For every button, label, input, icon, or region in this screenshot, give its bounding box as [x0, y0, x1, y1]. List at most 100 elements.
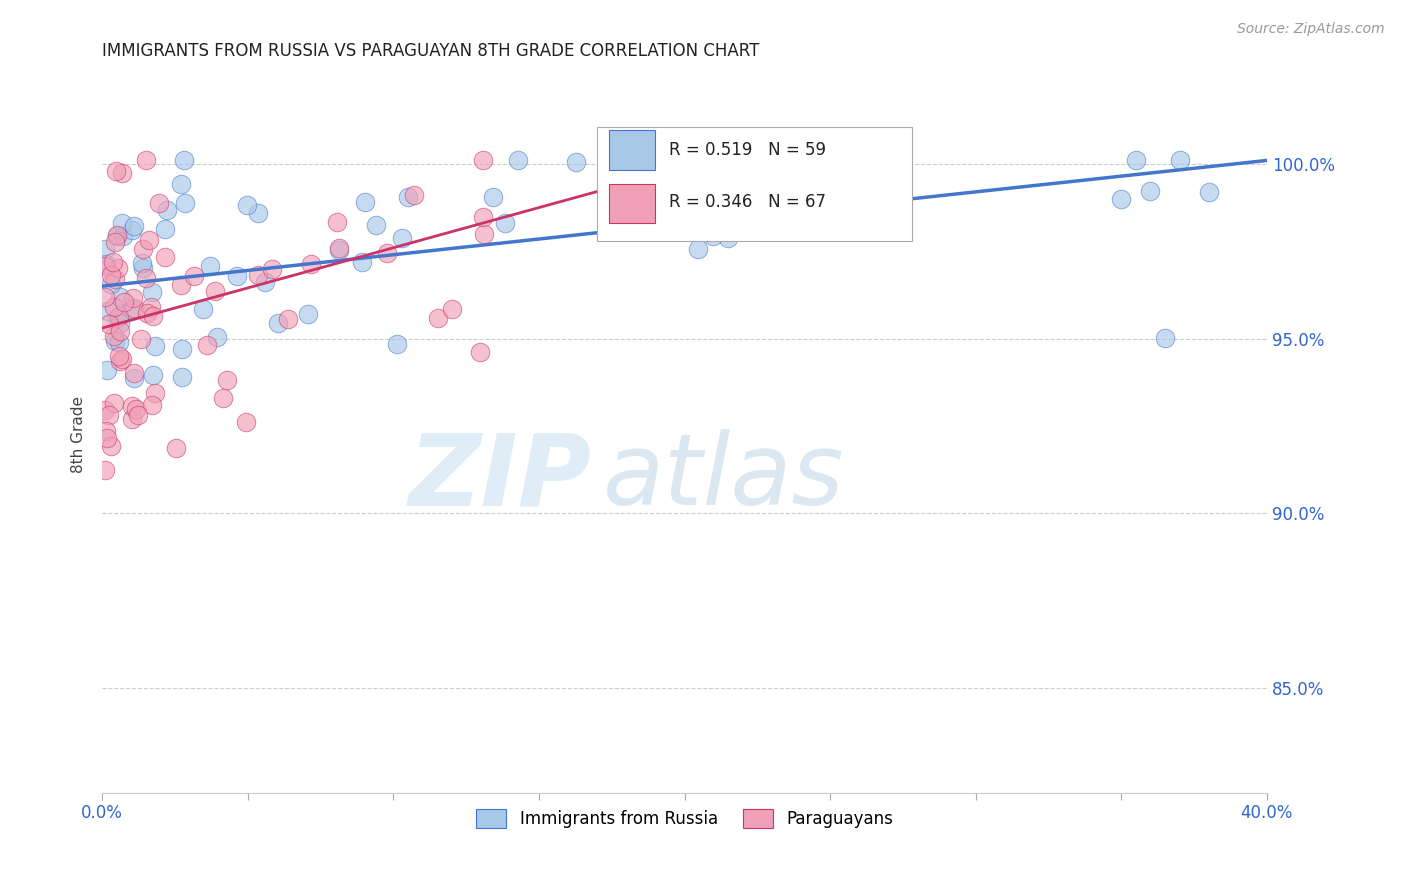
Point [686, 242, 709, 256]
Point [564, 155, 586, 169]
Text: Source: ZipAtlas.com: Source: ZipAtlas.com [1237, 22, 1385, 37]
Point [122, 219, 145, 233]
Point [141, 398, 163, 412]
Point [217, 373, 239, 387]
Point [620, 179, 643, 194]
FancyBboxPatch shape [598, 127, 911, 242]
Point [94, 463, 117, 477]
Point [94, 260, 117, 274]
Point [396, 190, 419, 204]
Point [96, 431, 118, 445]
Point [110, 324, 132, 338]
Point [402, 187, 425, 202]
Point [135, 153, 157, 168]
Point [105, 228, 128, 243]
Point [103, 395, 125, 409]
Point [297, 307, 319, 321]
Point [702, 229, 724, 244]
Point [148, 196, 170, 211]
Point [104, 272, 127, 286]
Point [183, 269, 205, 284]
Point [104, 334, 127, 349]
Point [247, 268, 270, 282]
Point [108, 354, 131, 368]
Point [94, 402, 117, 417]
Point [100, 268, 122, 282]
Text: R = 0.346   N = 67: R = 0.346 N = 67 [669, 193, 827, 211]
Point [391, 230, 413, 244]
Point [100, 439, 122, 453]
Text: atlas: atlas [603, 429, 845, 526]
Point [198, 259, 221, 273]
Point [235, 198, 257, 212]
Point [277, 311, 299, 326]
Point [105, 164, 128, 178]
Text: ZIP: ZIP [408, 429, 592, 526]
Point [1198, 185, 1220, 199]
Point [375, 245, 398, 260]
Point [385, 336, 408, 351]
Point [717, 231, 740, 245]
Point [328, 241, 350, 255]
Point [96, 425, 118, 439]
Point [135, 270, 157, 285]
Point [494, 216, 516, 230]
Point [247, 206, 270, 220]
Point [142, 309, 165, 323]
Point [142, 368, 165, 382]
Point [1168, 153, 1191, 168]
Point [204, 284, 226, 298]
Point [153, 250, 176, 264]
Point [441, 301, 464, 316]
Point [96, 363, 118, 377]
Point [111, 351, 134, 366]
Point [112, 229, 135, 244]
Point [325, 214, 347, 228]
Point [156, 202, 179, 217]
Point [145, 339, 167, 353]
Point [94, 290, 117, 304]
Point [121, 301, 143, 316]
Point [125, 401, 148, 416]
Point [138, 233, 160, 247]
Point [107, 260, 129, 275]
Point [131, 256, 153, 270]
Point [94, 242, 117, 256]
Point [143, 386, 166, 401]
Point [471, 153, 494, 168]
Point [173, 153, 195, 168]
Point [165, 441, 187, 455]
Point [211, 392, 233, 406]
FancyBboxPatch shape [609, 184, 655, 223]
Point [108, 349, 131, 363]
Point [170, 278, 193, 293]
Point [98, 409, 121, 423]
Point [173, 196, 195, 211]
Y-axis label: 8th Grade: 8th Grade [72, 396, 86, 473]
Point [108, 309, 131, 323]
Point [129, 332, 152, 346]
Point [97, 317, 120, 331]
Point [328, 243, 350, 257]
Point [108, 317, 131, 331]
Point [122, 370, 145, 384]
Point [121, 223, 143, 237]
Point [132, 260, 155, 275]
Legend: Immigrants from Russia, Paraguayans: Immigrants from Russia, Paraguayans [470, 802, 900, 834]
Point [111, 166, 134, 180]
Point [472, 227, 495, 241]
Point [103, 255, 125, 269]
Point [508, 153, 530, 168]
Text: IMMIGRANTS FROM RUSSIA VS PARAGUAYAN 8TH GRADE CORRELATION CHART: IMMIGRANTS FROM RUSSIA VS PARAGUAYAN 8TH… [103, 42, 759, 60]
Point [1154, 331, 1177, 345]
Point [1139, 185, 1161, 199]
Point [103, 300, 125, 314]
Point [127, 409, 149, 423]
Point [427, 310, 450, 325]
FancyBboxPatch shape [609, 130, 655, 169]
Point [470, 344, 492, 359]
Point [103, 328, 125, 343]
Point [364, 218, 387, 232]
Point [121, 291, 143, 305]
Point [299, 257, 322, 271]
